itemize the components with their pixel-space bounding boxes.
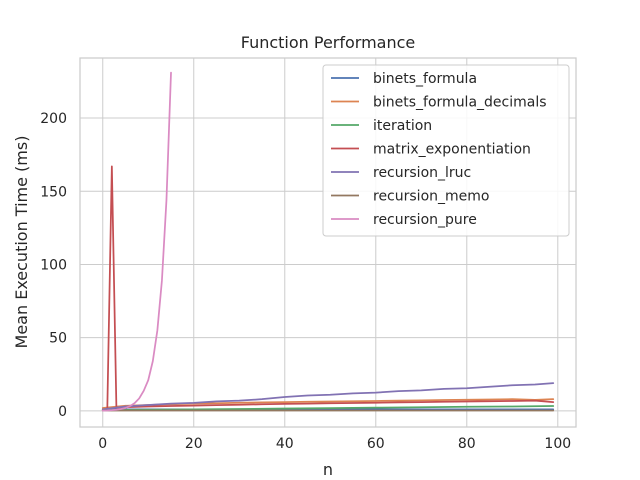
series-line-recursion-lruc [101,382,555,411]
x-axis-label: n [323,460,333,479]
x-tick-label: 100 [544,436,571,452]
plot-frame [79,57,577,428]
legend-label: matrix_exponentiation [373,142,531,158]
legend-label: binets_formula_decimals [373,95,547,111]
y-tick-label: 50 [49,331,67,347]
series-line-iteration [101,405,555,412]
chart-title: Function Performance [241,33,416,52]
y-tick-label: 200 [40,111,67,127]
series-lines [101,71,555,412]
legend-label: recursion_lruc [373,165,471,181]
y-axis-label: Mean Execution Time (ms) [12,136,31,349]
x-tick-label: 60 [367,436,385,452]
legend-label: recursion_memo [373,189,489,205]
x-tick-label: 0 [98,436,107,452]
y-tick-label: 150 [40,184,67,200]
x-tick-label: 20 [185,436,203,452]
legend-label: iteration [373,118,432,134]
x-tick-label: 40 [276,436,294,452]
x-tick-label: 80 [458,436,476,452]
legend-entries: binets_formula binets_formula_decimalsite… [331,71,547,228]
tick-labels: 0 20 40 60 80 100 0 50 100 150 200 [40,111,571,452]
y-tick-label: 0 [58,404,67,420]
y-tick-label: 100 [40,257,67,273]
legend-label: recursion_pure [373,212,477,228]
series-line-recursion-pure [101,71,172,412]
legend-label: binets_formula [373,71,477,87]
legend: binets_formula binets_formula_decimalsite… [322,64,570,237]
legend-box [322,64,570,237]
